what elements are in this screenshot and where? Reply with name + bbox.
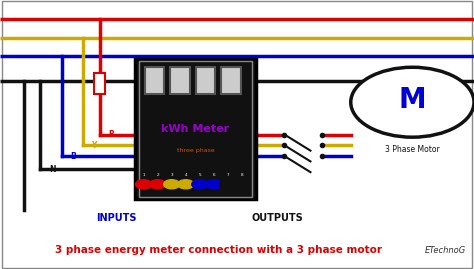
Circle shape bbox=[220, 180, 236, 189]
Text: 4: 4 bbox=[184, 174, 187, 177]
FancyBboxPatch shape bbox=[94, 73, 105, 94]
Text: OUTPUTS: OUTPUTS bbox=[251, 213, 303, 223]
Circle shape bbox=[191, 180, 208, 189]
Circle shape bbox=[178, 180, 194, 189]
Text: 3: 3 bbox=[170, 174, 173, 177]
Text: ETechnoG: ETechnoG bbox=[425, 246, 466, 255]
Text: 2: 2 bbox=[156, 174, 159, 177]
Text: 5: 5 bbox=[199, 174, 201, 177]
Text: 3 Phase Motor: 3 Phase Motor bbox=[385, 145, 440, 154]
Text: M: M bbox=[399, 86, 426, 114]
Circle shape bbox=[164, 180, 180, 189]
Text: Y: Y bbox=[91, 141, 97, 150]
Circle shape bbox=[234, 180, 250, 189]
FancyBboxPatch shape bbox=[221, 67, 241, 94]
Text: 3 phase energy meter connection with a 3 phase motor: 3 phase energy meter connection with a 3… bbox=[55, 245, 382, 255]
Text: 6: 6 bbox=[212, 174, 215, 177]
Text: N: N bbox=[49, 165, 55, 174]
Circle shape bbox=[206, 180, 222, 189]
Text: R: R bbox=[108, 130, 114, 139]
FancyBboxPatch shape bbox=[145, 67, 164, 94]
Text: 7: 7 bbox=[227, 174, 229, 177]
Text: B: B bbox=[70, 151, 76, 161]
Text: kWh Meter: kWh Meter bbox=[162, 124, 229, 134]
Circle shape bbox=[150, 180, 166, 189]
FancyBboxPatch shape bbox=[170, 67, 190, 94]
Text: 8: 8 bbox=[241, 174, 243, 177]
FancyBboxPatch shape bbox=[135, 59, 256, 199]
FancyBboxPatch shape bbox=[195, 67, 215, 94]
Text: INPUTS: INPUTS bbox=[96, 213, 137, 223]
Circle shape bbox=[136, 180, 152, 189]
Text: three phase: three phase bbox=[177, 148, 214, 153]
Text: 1: 1 bbox=[142, 174, 145, 177]
Circle shape bbox=[351, 67, 474, 137]
FancyBboxPatch shape bbox=[139, 61, 252, 197]
